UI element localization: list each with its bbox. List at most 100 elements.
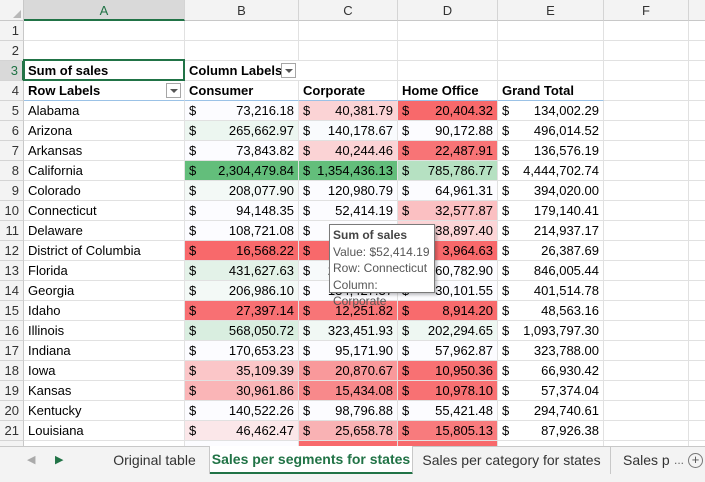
spreadsheet-grid[interactable]: ABCDEFG 12345678910111213141516171819202… xyxy=(0,0,705,446)
column-header-g[interactable]: G xyxy=(689,0,705,21)
sales-value-cell[interactable]: $35,109.39 xyxy=(185,361,299,381)
pivot-row-state[interactable]: Florida xyxy=(24,261,185,281)
pivot-row-state[interactable]: Connecticut xyxy=(24,201,185,221)
row-header-21[interactable]: 21 xyxy=(0,421,24,441)
column-header-c[interactable]: C xyxy=(299,0,398,21)
empty-cell[interactable] xyxy=(398,21,498,41)
row-header-4[interactable]: 4 xyxy=(0,81,24,101)
pivot-row-state[interactable]: Colorado xyxy=(24,181,185,201)
empty-cell[interactable] xyxy=(689,41,705,61)
sales-value-cell[interactable]: $15,805.13 xyxy=(398,421,498,441)
column-header-f[interactable]: F xyxy=(604,0,689,21)
pivot-row-state[interactable]: Idaho xyxy=(24,301,185,321)
sales-value-cell[interactable]: $30,961.86 xyxy=(185,381,299,401)
row-header-5[interactable]: 5 xyxy=(0,101,24,121)
empty-cell[interactable] xyxy=(498,61,604,81)
sales-value-cell[interactable]: $22,487.91 xyxy=(398,141,498,161)
empty-cell[interactable] xyxy=(604,321,689,341)
tab-original-table[interactable]: Original table xyxy=(100,447,210,474)
sales-value-cell[interactable]: $64,961.31 xyxy=(398,181,498,201)
row-header-16[interactable]: 16 xyxy=(0,321,24,341)
row-header-20[interactable]: 20 xyxy=(0,401,24,421)
tab-sales-truncated[interactable]: Sales p xyxy=(623,452,670,468)
more-tabs-icon[interactable]: ... xyxy=(674,453,685,467)
pivot-row-state[interactable]: Georgia xyxy=(24,281,185,301)
empty-cell[interactable] xyxy=(689,401,705,421)
empty-cell[interactable] xyxy=(604,361,689,381)
select-all-corner[interactable] xyxy=(0,0,24,21)
sales-value-cell[interactable]: $15,434.08 xyxy=(299,381,398,401)
sales-value-cell[interactable]: $206,986.10 xyxy=(185,281,299,301)
grand-total-cell[interactable]: $48,563.16 xyxy=(498,301,604,321)
sales-value-cell[interactable]: $46,462.47 xyxy=(185,421,299,441)
sales-value-cell[interactable]: $10,950.36 xyxy=(398,361,498,381)
empty-cell[interactable] xyxy=(604,61,689,81)
empty-cell[interactable] xyxy=(689,421,705,441)
pivot-sum-label[interactable]: Sum of sales xyxy=(24,61,185,81)
pivot-row-state[interactable]: Kansas xyxy=(24,381,185,401)
sales-value-cell[interactable]: $208,077.90 xyxy=(185,181,299,201)
grand-total-cell[interactable]: $87,926.38 xyxy=(498,421,604,441)
sales-value-cell[interactable]: $90,172.88 xyxy=(398,121,498,141)
empty-cell[interactable] xyxy=(604,421,689,441)
sales-value-cell[interactable]: $98,796.88 xyxy=(299,401,398,421)
grand-total-cell[interactable]: $57,374.04 xyxy=(498,381,604,401)
empty-cell[interactable] xyxy=(689,121,705,141)
sales-value-cell[interactable]: $120,980.79 xyxy=(299,181,398,201)
row-header-19[interactable]: 19 xyxy=(0,381,24,401)
sales-value-cell[interactable]: $20,404.32 xyxy=(398,101,498,121)
pivot-row-state[interactable]: Alabama xyxy=(24,101,185,121)
empty-cell[interactable] xyxy=(604,401,689,421)
sales-value-cell[interactable]: $25,658.78 xyxy=(299,421,398,441)
pivot-column-header[interactable]: Corporate xyxy=(299,81,398,101)
tab-sales-per-category[interactable]: Sales per category for states xyxy=(413,447,611,474)
empty-cell[interactable] xyxy=(604,281,689,301)
empty-cell[interactable] xyxy=(604,301,689,321)
row-header-9[interactable]: 9 xyxy=(0,181,24,201)
empty-cell[interactable] xyxy=(604,341,689,361)
empty-cell[interactable] xyxy=(689,301,705,321)
sales-value-cell[interactable]: $202,294.65 xyxy=(398,321,498,341)
sales-value-cell[interactable] xyxy=(299,441,398,446)
pivot-column-labels[interactable]: Column Labels xyxy=(185,61,398,81)
row-header-6[interactable]: 6 xyxy=(0,121,24,141)
sales-value-cell[interactable]: $1,354,436.13 xyxy=(299,161,398,181)
pivot-column-header[interactable]: Consumer xyxy=(185,81,299,101)
sales-value-cell[interactable]: $785,786.77 xyxy=(398,161,498,181)
sales-value-cell[interactable]: $94,148.35 xyxy=(185,201,299,221)
empty-cell[interactable] xyxy=(604,381,689,401)
row-header-12[interactable]: 12 xyxy=(0,241,24,261)
sales-value-cell[interactable]: $2,304,479.84 xyxy=(185,161,299,181)
grand-total-cell[interactable]: $1,093,797.30 xyxy=(498,321,604,341)
sales-value-cell[interactable] xyxy=(398,441,498,446)
empty-cell[interactable] xyxy=(604,101,689,121)
empty-cell[interactable] xyxy=(604,141,689,161)
empty-cell[interactable] xyxy=(24,21,185,41)
empty-cell[interactable] xyxy=(604,181,689,201)
pivot-row-state[interactable]: Illinois xyxy=(24,321,185,341)
row-header-22[interactable]: 22 xyxy=(0,441,24,446)
grand-total-cell[interactable]: $4,444,702.74 xyxy=(498,161,604,181)
add-sheet-icon[interactable]: + xyxy=(688,453,703,468)
empty-cell[interactable] xyxy=(498,41,604,61)
empty-cell[interactable] xyxy=(689,101,705,121)
sales-value-cell[interactable]: $140,522.26 xyxy=(185,401,299,421)
sales-value-cell[interactable]: $73,843.82 xyxy=(185,141,299,161)
sales-value-cell[interactable]: $20,870.67 xyxy=(299,361,398,381)
row-header-14[interactable]: 14 xyxy=(0,281,24,301)
pivot-row-state[interactable]: Delaware xyxy=(24,221,185,241)
sales-value-cell[interactable]: $265,662.97 xyxy=(185,121,299,141)
sales-value-cell[interactable]: $73,216.18 xyxy=(185,101,299,121)
empty-cell[interactable] xyxy=(689,381,705,401)
pivot-column-header[interactable]: Home Office xyxy=(398,81,498,101)
pivot-row-state[interactable]: Kentucky xyxy=(24,401,185,421)
column-labels-filter-dropdown-icon[interactable] xyxy=(281,63,296,78)
sales-value-cell[interactable]: $40,381.79 xyxy=(299,101,398,121)
row-header-18[interactable]: 18 xyxy=(0,361,24,381)
empty-cell[interactable] xyxy=(689,161,705,181)
pivot-column-header[interactable]: Grand Total xyxy=(498,81,604,101)
row-header-17[interactable]: 17 xyxy=(0,341,24,361)
row-header-3[interactable]: 3 xyxy=(0,61,24,81)
tab-scroll-left-icon[interactable]: ◀ xyxy=(27,454,36,466)
empty-cell[interactable] xyxy=(604,121,689,141)
